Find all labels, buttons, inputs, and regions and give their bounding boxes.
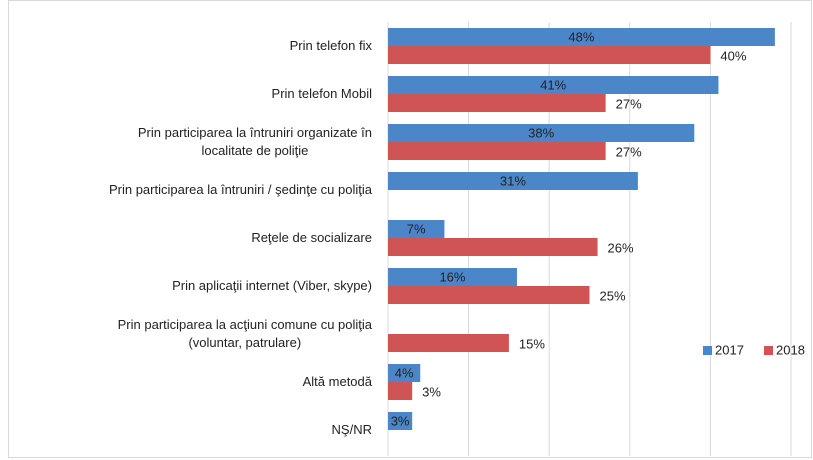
legend-swatch — [764, 346, 773, 355]
value-label: 15% — [519, 336, 545, 351]
category-label: Prin participarea la întruniri organizat… — [137, 125, 372, 158]
category-label-box: Prin participarea la întruniri organizat… — [138, 124, 372, 160]
category-label: Reţele de socializare — [251, 230, 372, 245]
bar — [388, 412, 413, 430]
category-label: Prin participarea la întruniri / şedinţe… — [108, 182, 372, 197]
bar — [388, 172, 638, 190]
value-label: 7% — [407, 221, 426, 236]
value-label: 3% — [422, 384, 441, 399]
bar — [388, 220, 445, 238]
category-label-box: Prin participarea la întruniri / şedinţe… — [109, 181, 372, 199]
bar — [388, 382, 413, 400]
category-label-box: Altă metodă — [303, 373, 372, 391]
value-label: 4% — [395, 365, 414, 380]
bar — [388, 46, 711, 64]
bar — [388, 124, 695, 142]
category-label: Altă metodă — [302, 374, 372, 389]
category-label: Prin aplicaţii internet (Viber, skype) — [172, 278, 372, 293]
value-label: 48% — [568, 29, 594, 44]
category-label: Prin telefon Mobil — [271, 86, 372, 101]
value-label: 26% — [608, 240, 634, 255]
bar — [388, 238, 598, 256]
category-label-box: Prin participarea la acţiuni comune cu p… — [118, 316, 372, 352]
bar — [388, 76, 719, 94]
value-label: 25% — [600, 288, 626, 303]
value-label: 31% — [500, 173, 526, 188]
category-label-box: Prin telefon fix — [290, 37, 372, 55]
category-label: NŞ/NR — [331, 422, 372, 437]
bar — [388, 142, 606, 160]
category-label-box: Reţele de socializare — [251, 229, 372, 247]
value-label: 41% — [540, 77, 566, 92]
category-label-box: Prin telefon Mobil — [272, 85, 372, 103]
legend-label: 2018 — [776, 342, 805, 357]
bar — [388, 364, 421, 382]
value-label: 3% — [391, 413, 410, 428]
value-label: 27% — [616, 96, 642, 111]
category-label-box: Prin aplicaţii internet (Viber, skype) — [172, 277, 372, 295]
legend-swatch — [703, 346, 712, 355]
bar — [388, 268, 517, 286]
value-label: 38% — [528, 125, 554, 140]
bar — [388, 334, 509, 352]
category-label: Prin telefon fix — [289, 38, 372, 53]
value-label: 40% — [720, 48, 746, 63]
value-label: 16% — [439, 269, 465, 284]
bar — [388, 286, 590, 304]
value-label: 27% — [616, 144, 642, 159]
chart-frame — [8, 0, 812, 458]
legend-label: 2017 — [715, 342, 744, 357]
category-label: Prin participarea la acţiuni comune cu p… — [117, 317, 372, 350]
bar — [388, 28, 775, 46]
category-label-box: NŞ/NR — [332, 421, 372, 439]
bar — [388, 94, 606, 112]
